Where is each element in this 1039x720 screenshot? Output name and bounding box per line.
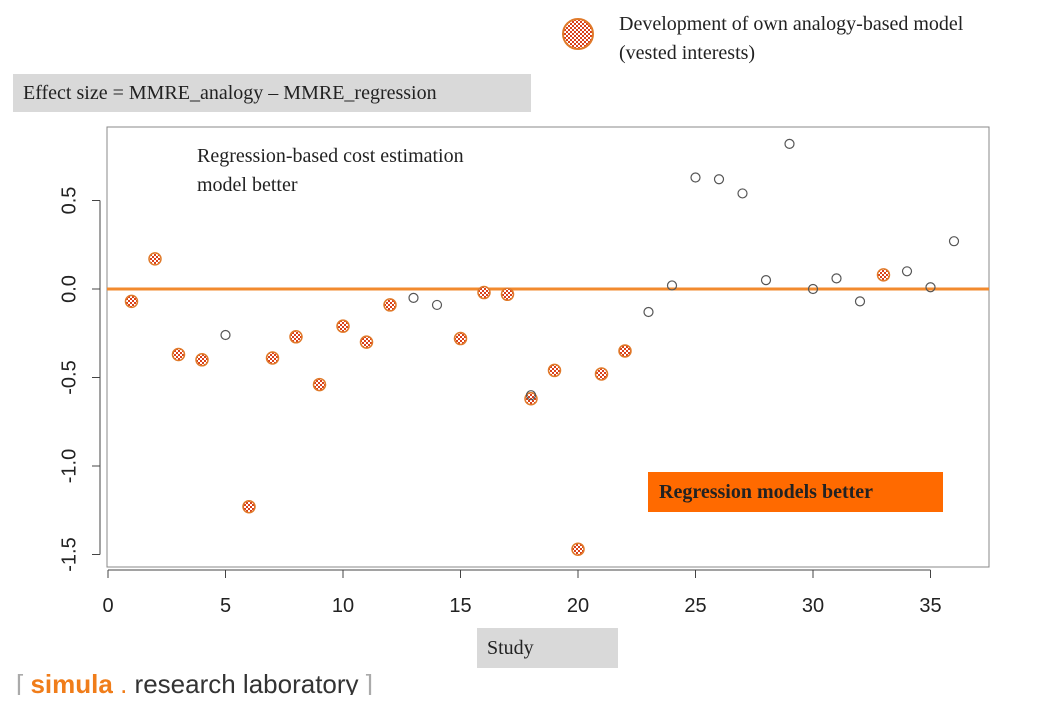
x-tick-label: 15 [449, 595, 471, 617]
analogy-model-point [618, 344, 632, 358]
y-tick-label: 0.5 [58, 187, 80, 215]
y-tick-label: 0.0 [58, 275, 80, 303]
analogy-model-point [500, 287, 515, 302]
y-tick-label: -1.0 [58, 449, 80, 483]
analogy-model-point [289, 330, 303, 344]
other-study-point [784, 138, 795, 149]
analogy-model-point [383, 298, 397, 312]
other-study-point [220, 329, 231, 341]
x-axis-label: Study [477, 628, 618, 668]
analogy-model-point [524, 391, 538, 406]
other-study-point [760, 275, 772, 286]
other-study-point [854, 296, 866, 307]
plot-frame [106, 126, 990, 568]
x-tick-label: 0 [102, 595, 113, 617]
analogy-model-point [477, 285, 491, 300]
other-study-point [643, 306, 654, 318]
checkered-circle-icon [560, 17, 596, 58]
analogy-model-point [571, 542, 585, 556]
analogy-model-point [594, 367, 609, 381]
axes: 0 5 10 15 20 25 30 35 -1.5 -1.0 -0.5 0.0 0.5 [58, 187, 941, 617]
regression-cost-better-annotation: Regression-based cost estimation model b… [197, 145, 464, 196]
regression-models-better-label: Regression models better [648, 472, 943, 512]
analogy-model-point [265, 351, 280, 365]
analogy-model-point [171, 347, 186, 362]
analogy-model-point [195, 353, 209, 367]
other-study-point [525, 390, 537, 401]
analogy-model-point [453, 331, 468, 346]
other-study-point [690, 172, 701, 183]
x-tick-label: 35 [919, 595, 941, 617]
analogy-model-point [336, 319, 350, 333]
x-tick-label: 20 [567, 595, 589, 617]
other-study-point [831, 273, 842, 284]
analogy-model-point [359, 335, 374, 349]
x-tick-label: 10 [332, 595, 354, 617]
other-study-point [901, 266, 913, 277]
analogy-model-point [148, 252, 162, 266]
other-study-point [713, 174, 725, 185]
analogy-model-point [547, 363, 562, 378]
other-study-point [925, 282, 936, 293]
analogy-model-point [312, 377, 327, 392]
x-tick-label: 5 [220, 595, 231, 617]
y-tick-label: -1.5 [58, 537, 80, 571]
y-tick-label: -0.5 [58, 360, 80, 394]
analogy-model-point [242, 499, 256, 514]
analogy-model-point [124, 294, 139, 309]
other-study-point [666, 280, 678, 291]
other-study-point [431, 299, 443, 311]
legend-entry: Development of own analogy-based model (… [619, 13, 964, 64]
simula-logo: [ simula . research laboratory ] [16, 669, 374, 695]
other-study-point [737, 188, 748, 199]
x-tick-label: 25 [684, 595, 706, 617]
other-study-point [807, 283, 819, 295]
x-tick-label: 30 [802, 595, 824, 617]
other-study-point [948, 236, 960, 247]
data-points [124, 138, 960, 556]
other-study-point [408, 292, 419, 303]
analogy-model-point [876, 268, 891, 282]
effect-size-label: Effect size = MMRE_analogy – MMRE_regres… [13, 74, 531, 112]
